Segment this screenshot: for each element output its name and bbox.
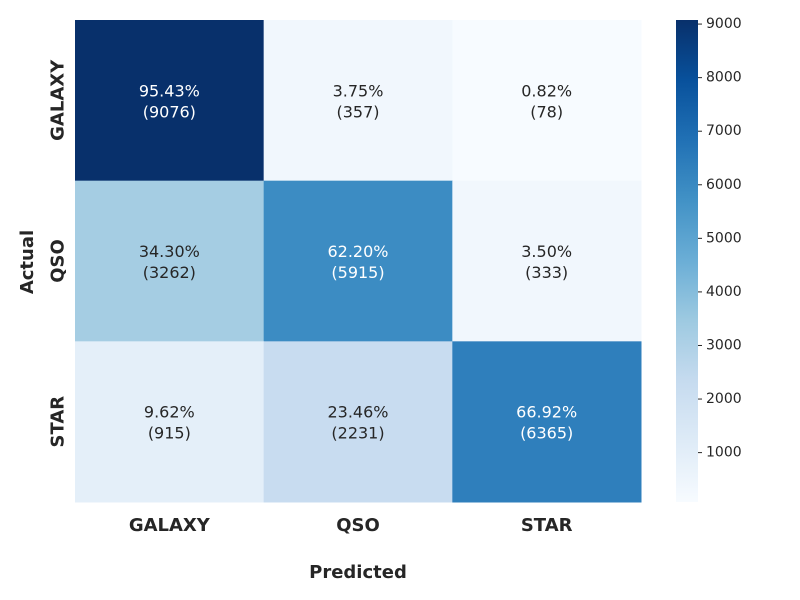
cell-count-label: (78) bbox=[530, 102, 563, 121]
heatmap-cell bbox=[263, 180, 453, 342]
colorbar-tick-label: 7000 bbox=[706, 123, 742, 139]
cell-count-label: (2231) bbox=[331, 424, 384, 443]
cell-percent-label: 3.50% bbox=[521, 242, 572, 261]
cell-percent-label: 34.30% bbox=[139, 242, 200, 261]
y-tick-label: STAR bbox=[48, 396, 69, 448]
colorbar-tick-label: 3000 bbox=[706, 337, 742, 353]
cell-percent-label: 0.82% bbox=[521, 81, 572, 100]
colorbar-tick-label: 9000 bbox=[706, 16, 742, 32]
cell-count-label: (3262) bbox=[143, 263, 196, 282]
cell-percent-label: 9.62% bbox=[144, 403, 195, 422]
x-tick-label: STAR bbox=[521, 515, 573, 536]
heatmap-cell bbox=[75, 20, 265, 182]
colorbar: 1000 2000 3000 4000 5000 6000 7000 8000 9000 bbox=[676, 16, 742, 502]
y-tick-label: GALAXY bbox=[48, 59, 69, 141]
x-tick-label: GALAXY bbox=[129, 515, 211, 536]
heatmap-cell bbox=[263, 20, 453, 182]
heatmap-cell bbox=[452, 180, 642, 342]
heatmap-cell bbox=[75, 180, 265, 342]
cell-count-label: (6365) bbox=[520, 424, 573, 443]
heatmap-cell bbox=[452, 20, 642, 182]
colorbar-tick-label: 4000 bbox=[706, 284, 742, 300]
colorbar-tick-label: 5000 bbox=[706, 230, 742, 246]
cell-percent-label: 62.20% bbox=[327, 242, 388, 261]
cell-count-label: (9076) bbox=[143, 102, 196, 121]
colorbar-tick-label: 1000 bbox=[706, 445, 742, 461]
y-tick-label: QSO bbox=[48, 239, 69, 283]
colorbar-tick-label: 2000 bbox=[706, 391, 742, 407]
heatmap-cell bbox=[263, 341, 453, 503]
cell-percent-label: 23.46% bbox=[327, 403, 388, 422]
heatmap-grid: 95.43% (9076) 3.75% (357) 0.82% (78) 34.30% (32… bbox=[75, 20, 642, 503]
cell-count-label: (5915) bbox=[331, 263, 384, 282]
x-tick-labels: GALAXY QSO STAR bbox=[129, 515, 573, 536]
colorbar-gradient bbox=[676, 20, 698, 502]
cell-count-label: (333) bbox=[525, 263, 568, 282]
y-tick-labels: GALAXY QSO STAR bbox=[48, 59, 69, 448]
colorbar-ticks: 1000 2000 3000 4000 5000 6000 7000 8000 9000 bbox=[698, 16, 742, 461]
heatmap-cell bbox=[75, 341, 265, 503]
heatmap-cell bbox=[452, 341, 642, 503]
y-axis-label: Actual bbox=[17, 230, 38, 294]
x-tick-label: QSO bbox=[336, 515, 380, 536]
colorbar-tick-label: 8000 bbox=[706, 70, 742, 86]
x-axis-label: Predicted bbox=[309, 562, 407, 583]
cell-percent-label: 66.92% bbox=[516, 403, 577, 422]
cell-count-label: (915) bbox=[148, 424, 191, 443]
cell-percent-label: 3.75% bbox=[333, 81, 384, 100]
cell-percent-label: 95.43% bbox=[139, 81, 200, 100]
colorbar-tick-label: 6000 bbox=[706, 177, 742, 193]
cell-count-label: (357) bbox=[336, 102, 379, 121]
